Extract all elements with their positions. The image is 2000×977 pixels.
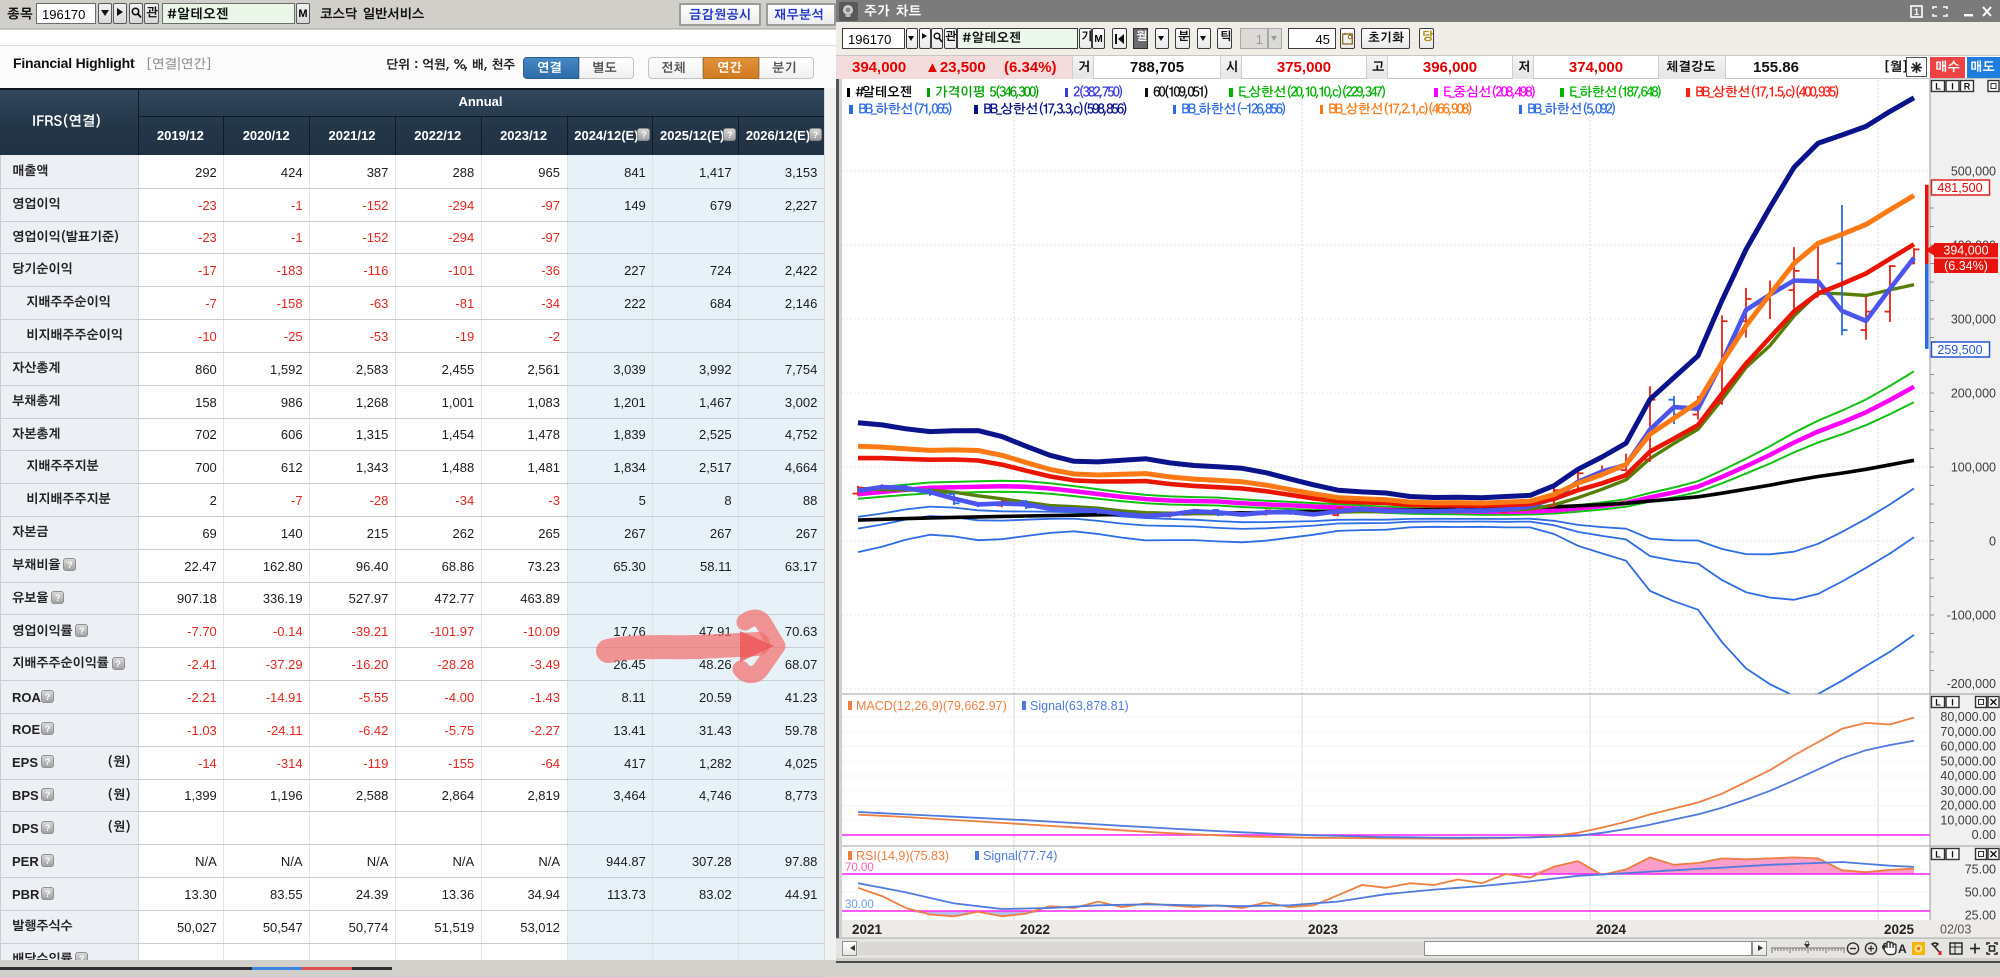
- svg-text:481,500: 481,500: [1937, 181, 1982, 195]
- svg-text:40,000.00: 40,000.00: [1940, 769, 1996, 783]
- svg-text:2021: 2021: [852, 922, 883, 937]
- svg-text:I: I: [1951, 850, 1954, 860]
- svg-text:60,000.00: 60,000.00: [1940, 740, 1996, 754]
- svg-text:MACD(12,26,9)(79,662.97): MACD(12,26,9)(79,662.97): [856, 699, 1007, 713]
- svg-text:80,000.00: 80,000.00: [1940, 710, 1996, 724]
- svg-text:2023: 2023: [1308, 922, 1339, 937]
- svg-text:100,000: 100,000: [1951, 461, 1996, 475]
- svg-text:2025: 2025: [1884, 922, 1915, 937]
- svg-text:L: L: [1935, 82, 1941, 92]
- svg-text:R: R: [1964, 82, 1971, 92]
- svg-text:30.00: 30.00: [845, 899, 874, 911]
- svg-text:70.00: 70.00: [845, 862, 874, 874]
- svg-text:RSI(14,9)(75.83): RSI(14,9)(75.83): [856, 849, 949, 863]
- svg-text:75.00: 75.00: [1965, 863, 1996, 877]
- svg-text:I: I: [1951, 698, 1954, 708]
- svg-text:25.00: 25.00: [1965, 909, 1996, 923]
- svg-text:200,000: 200,000: [1951, 387, 1996, 401]
- svg-text:394,000: 394,000: [1943, 244, 1988, 258]
- svg-text:500,000: 500,000: [1951, 165, 1996, 179]
- svg-text:20,000.00: 20,000.00: [1940, 799, 1996, 813]
- svg-text:300,000: 300,000: [1951, 313, 1996, 327]
- svg-text:2024: 2024: [1596, 922, 1627, 937]
- svg-text:I: I: [1951, 82, 1954, 92]
- svg-text:Signal(77.74): Signal(77.74): [983, 849, 1057, 863]
- svg-text:30,000.00: 30,000.00: [1940, 784, 1996, 798]
- svg-text:259,500: 259,500: [1937, 343, 1982, 357]
- svg-text:L: L: [1935, 698, 1941, 708]
- svg-text:50,000.00: 50,000.00: [1940, 755, 1996, 769]
- svg-text:70,000.00: 70,000.00: [1940, 725, 1996, 739]
- svg-text:L: L: [1935, 850, 1941, 860]
- svg-text:-100,000: -100,000: [1947, 609, 1996, 623]
- svg-text:2022: 2022: [1020, 922, 1050, 937]
- svg-text:0: 0: [1989, 535, 1996, 549]
- svg-text:10,000.00: 10,000.00: [1940, 814, 1996, 828]
- svg-text:-200,000: -200,000: [1947, 677, 1996, 691]
- svg-text:Signal(63,878.81): Signal(63,878.81): [1030, 699, 1129, 713]
- svg-text:1: 1: [1914, 7, 1919, 17]
- svg-text:0.00: 0.00: [1972, 828, 1996, 842]
- svg-text:02/03: 02/03: [1940, 923, 1971, 937]
- svg-text:50.00: 50.00: [1965, 886, 1996, 900]
- svg-text:A: A: [1898, 942, 1907, 956]
- svg-text:(6.34%): (6.34%): [1944, 259, 1988, 273]
